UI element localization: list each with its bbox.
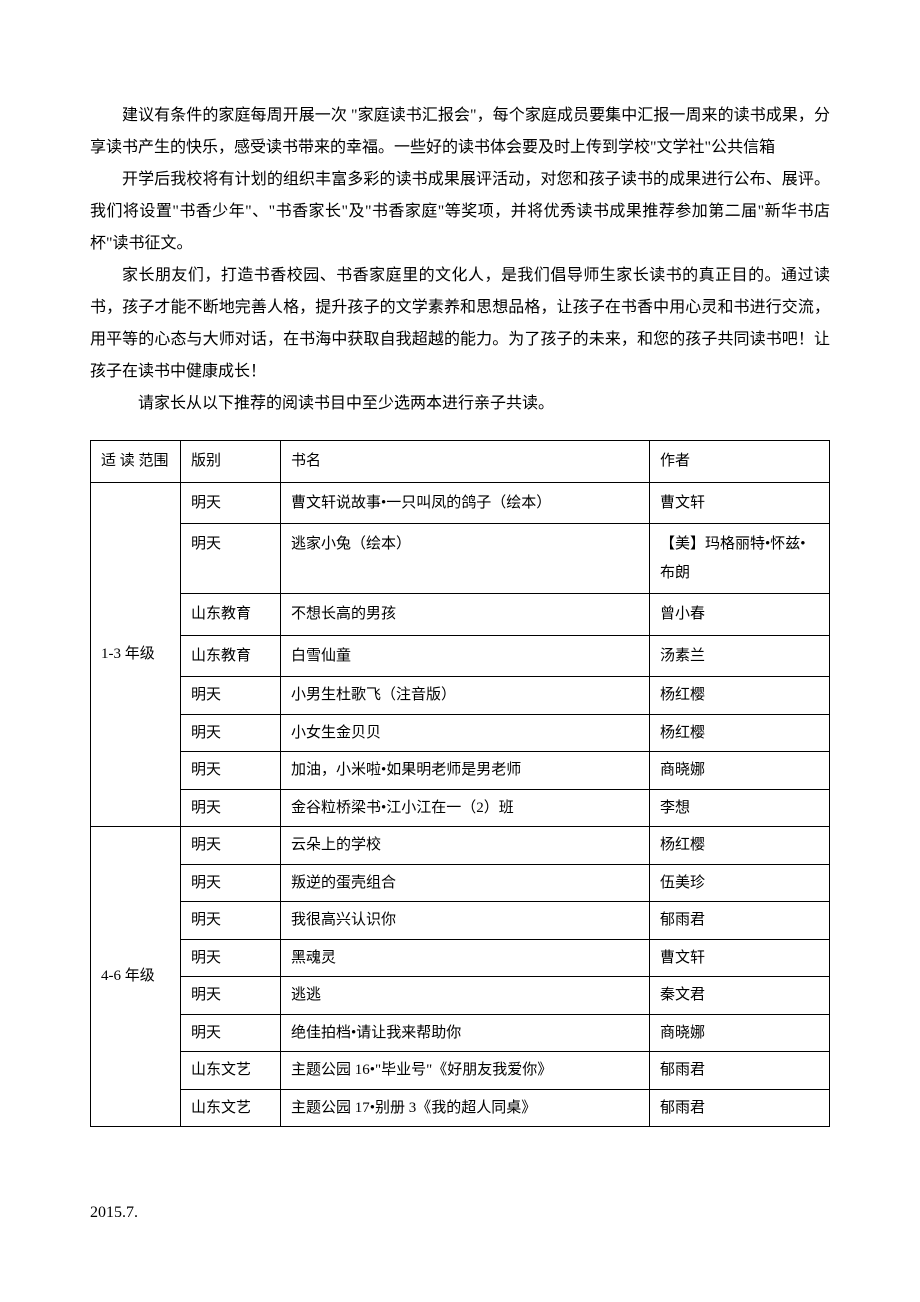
paragraph-3: 家长朋友们，打造书香校园、书香家庭里的文化人，是我们倡导师生家长读书的真正目的。…	[90, 260, 830, 388]
header-range: 适 读 范围	[91, 441, 181, 483]
cell-author: 伍美珍	[650, 864, 830, 902]
cell-author: 李想	[650, 789, 830, 827]
cell-author: 【美】玛格丽特•怀兹•布朗	[650, 524, 830, 594]
header-title: 书名	[281, 441, 650, 483]
grade-range-2: 4-6 年级	[91, 827, 181, 1127]
table-row: 4-6 年级 明天 云朵上的学校 杨红樱	[91, 827, 830, 865]
book-list-table: 适 读 范围 版别 书名 作者 1-3 年级 明天 曹文轩说故事•一只叫凤的鸽子…	[90, 440, 830, 1127]
table-row: 1-3 年级 明天 曹文轩说故事•一只叫凤的鸽子（绘本） 曹文轩	[91, 482, 830, 524]
footer-date: 2015.7.	[90, 1197, 830, 1229]
cell-author: 曹文轩	[650, 939, 830, 977]
table-row: 明天 我很高兴认识你 郁雨君	[91, 902, 830, 940]
table-row: 明天 加油，小米啦•如果明老师是男老师 商晓娜	[91, 752, 830, 790]
paragraph-4: 请家长从以下推荐的阅读书目中至少选两本进行亲子共读。	[90, 388, 830, 420]
cell-title: 云朵上的学校	[281, 827, 650, 865]
cell-publisher: 明天	[181, 977, 281, 1015]
cell-author: 商晓娜	[650, 752, 830, 790]
cell-author: 郁雨君	[650, 1089, 830, 1127]
table-row: 山东文艺 主题公园 16•"毕业号"《好朋友我爱你》 郁雨君	[91, 1052, 830, 1090]
table-row: 明天 绝佳拍档•请让我来帮助你 商晓娜	[91, 1014, 830, 1052]
cell-title: 小男生杜歌飞（注音版）	[281, 677, 650, 715]
cell-title: 不想长高的男孩	[281, 594, 650, 636]
cell-author: 郁雨君	[650, 902, 830, 940]
cell-title: 主题公园 17•别册 3《我的超人同桌》	[281, 1089, 650, 1127]
cell-title: 金谷粒桥梁书•江小江在一（2）班	[281, 789, 650, 827]
table-row: 明天 小女生金贝贝 杨红樱	[91, 714, 830, 752]
cell-author: 杨红樱	[650, 827, 830, 865]
cell-title: 主题公园 16•"毕业号"《好朋友我爱你》	[281, 1052, 650, 1090]
cell-publisher: 山东文艺	[181, 1052, 281, 1090]
table-row: 山东教育 白雪仙童 汤素兰	[91, 635, 830, 677]
cell-author: 曹文轩	[650, 482, 830, 524]
cell-publisher: 明天	[181, 827, 281, 865]
table-row: 明天 逃家小兔（绘本） 【美】玛格丽特•怀兹•布朗	[91, 524, 830, 594]
cell-author: 郁雨君	[650, 1052, 830, 1090]
cell-publisher: 明天	[181, 864, 281, 902]
table-row: 山东教育 不想长高的男孩 曾小春	[91, 594, 830, 636]
table-row: 明天 叛逆的蛋壳组合 伍美珍	[91, 864, 830, 902]
cell-title: 加油，小米啦•如果明老师是男老师	[281, 752, 650, 790]
header-author: 作者	[650, 441, 830, 483]
cell-title: 我很高兴认识你	[281, 902, 650, 940]
cell-author: 商晓娜	[650, 1014, 830, 1052]
cell-publisher: 明天	[181, 714, 281, 752]
table-row: 明天 黑魂灵 曹文轩	[91, 939, 830, 977]
cell-publisher: 明天	[181, 939, 281, 977]
cell-publisher: 山东教育	[181, 635, 281, 677]
table-header-row: 适 读 范围 版别 书名 作者	[91, 441, 830, 483]
cell-publisher: 明天	[181, 677, 281, 715]
cell-publisher: 明天	[181, 789, 281, 827]
cell-publisher: 明天	[181, 1014, 281, 1052]
grade-range-1: 1-3 年级	[91, 482, 181, 827]
cell-author: 汤素兰	[650, 635, 830, 677]
cell-title: 黑魂灵	[281, 939, 650, 977]
paragraph-1: 建议有条件的家庭每周开展一次 "家庭读书汇报会"，每个家庭成员要集中汇报一周来的…	[90, 100, 830, 164]
cell-title: 白雪仙童	[281, 635, 650, 677]
cell-author: 曾小春	[650, 594, 830, 636]
cell-title: 曹文轩说故事•一只叫凤的鸽子（绘本）	[281, 482, 650, 524]
cell-publisher: 山东教育	[181, 594, 281, 636]
paragraph-2: 开学后我校将有计划的组织丰富多彩的读书成果展评活动，对您和孩子读书的成果进行公布…	[90, 164, 830, 260]
cell-publisher: 明天	[181, 482, 281, 524]
cell-publisher: 明天	[181, 524, 281, 594]
cell-title: 小女生金贝贝	[281, 714, 650, 752]
cell-author: 杨红樱	[650, 714, 830, 752]
cell-title: 叛逆的蛋壳组合	[281, 864, 650, 902]
cell-publisher: 明天	[181, 902, 281, 940]
cell-title: 绝佳拍档•请让我来帮助你	[281, 1014, 650, 1052]
table-row: 明天 小男生杜歌飞（注音版） 杨红樱	[91, 677, 830, 715]
cell-publisher: 明天	[181, 752, 281, 790]
cell-title: 逃家小兔（绘本）	[281, 524, 650, 594]
table-row: 明天 金谷粒桥梁书•江小江在一（2）班 李想	[91, 789, 830, 827]
cell-publisher: 山东文艺	[181, 1089, 281, 1127]
table-row: 山东文艺 主题公园 17•别册 3《我的超人同桌》 郁雨君	[91, 1089, 830, 1127]
table-row: 明天 逃逃 秦文君	[91, 977, 830, 1015]
header-publisher: 版别	[181, 441, 281, 483]
cell-author: 杨红樱	[650, 677, 830, 715]
cell-author: 秦文君	[650, 977, 830, 1015]
cell-title: 逃逃	[281, 977, 650, 1015]
